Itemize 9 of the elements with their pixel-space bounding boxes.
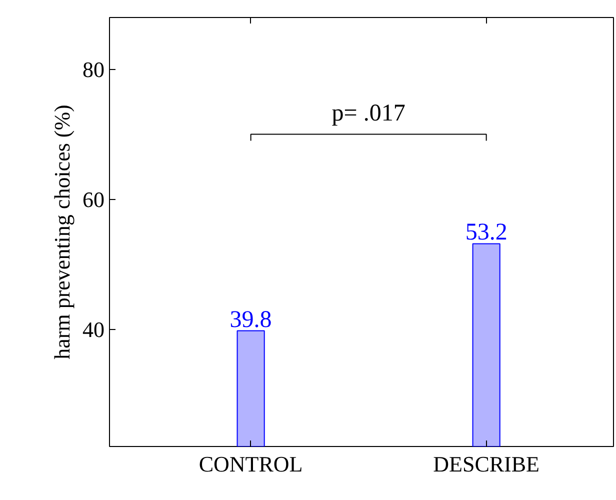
y-tick-label: 60 [82, 187, 104, 212]
data-label: 39.8 [230, 306, 272, 333]
y-tick-label: 80 [82, 57, 104, 82]
y-axis-title: harm preventing choices (%) [50, 104, 74, 360]
annotation: p= .017 [332, 100, 406, 126]
data-label: 53.2 [465, 220, 508, 246]
x-tick-label: CONTROL [198, 452, 303, 476]
y-tick-label: 40 [82, 317, 104, 342]
x-tick-label: DESCRIBE [433, 452, 540, 476]
